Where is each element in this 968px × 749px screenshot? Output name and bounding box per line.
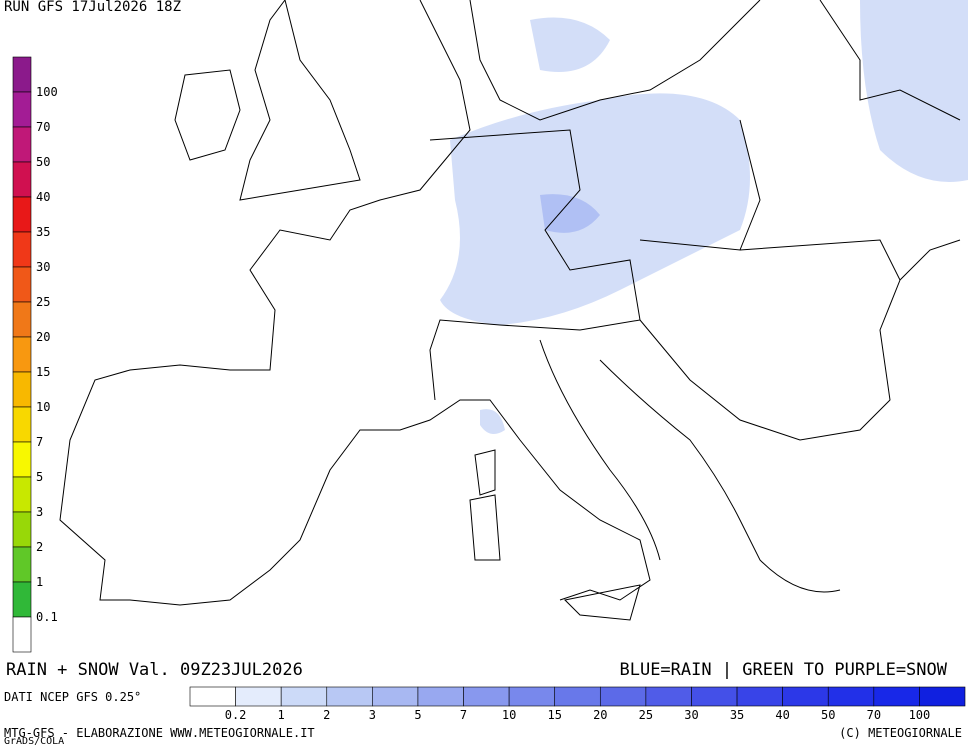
snow-label: 3	[36, 505, 43, 519]
rain-swatch	[873, 686, 920, 707]
rain-label: 10	[502, 708, 516, 722]
snow-label: 7	[36, 435, 43, 449]
rain-label: 40	[775, 708, 789, 722]
software: GrADS/COLA	[4, 736, 64, 745]
snow-label: 50	[36, 155, 50, 169]
snow-swatch	[12, 511, 32, 548]
snow-swatch	[12, 266, 32, 303]
color-key: BLUE=RAIN | GREEN TO PURPLE=SNOW	[619, 660, 947, 680]
snow-label: 15	[36, 365, 50, 379]
rain-swatch	[827, 686, 875, 707]
rain-label: 15	[547, 708, 561, 722]
rain-swatch	[417, 686, 464, 707]
snow-swatch	[12, 56, 32, 93]
rain-swatch	[189, 686, 236, 707]
snow-label: 25	[36, 295, 50, 309]
rain-label: 2	[323, 708, 330, 722]
snow-swatch	[12, 161, 32, 198]
rain-swatch	[508, 686, 556, 707]
rain-label: 7	[460, 708, 467, 722]
snow-label: 30	[36, 260, 50, 274]
snow-label: 10	[36, 400, 50, 414]
snow-label: 0.1	[36, 610, 58, 624]
snow-swatch	[12, 441, 32, 478]
snow-label: 100	[36, 85, 58, 99]
data-source: DATI NCEP GFS 0.25°	[4, 690, 141, 704]
snow-swatch	[12, 196, 32, 233]
rain-swatch	[736, 686, 783, 707]
rain-label: 1	[278, 708, 285, 722]
snow-swatch	[12, 616, 32, 653]
snow-swatch	[12, 336, 32, 373]
rain-swatch	[235, 686, 282, 707]
snow-swatch	[12, 91, 32, 128]
snow-label: 35	[36, 225, 50, 239]
rain-label: 25	[639, 708, 653, 722]
rain-label: 30	[684, 708, 698, 722]
rain-label: 100	[909, 708, 931, 722]
snow-swatch	[12, 301, 32, 338]
rain-swatch	[280, 686, 328, 707]
snow-label: 70	[36, 120, 50, 134]
rain-swatch	[463, 686, 510, 707]
rain-swatch	[691, 686, 738, 707]
credit: MTG-GFS - ELABORAZIONE WWW.METEOGIORNALE…	[4, 726, 315, 740]
rain-swatch	[599, 686, 647, 707]
rain-areas	[440, 0, 968, 434]
map-title: RAIN + SNOW Val. 09Z23JUL2026	[6, 660, 303, 680]
snow-swatch	[12, 581, 32, 618]
snow-swatch	[12, 406, 32, 443]
rain-swatch	[645, 686, 692, 707]
snow-swatch	[12, 126, 32, 163]
snow-label: 5	[36, 470, 43, 484]
snow-swatch	[12, 371, 32, 408]
rain-label: 5	[414, 708, 421, 722]
rain-swatch	[372, 686, 419, 707]
rain-label: 20	[593, 708, 607, 722]
rain-swatch	[919, 686, 966, 707]
snow-swatch	[12, 476, 32, 513]
rain-label: 0.2	[225, 708, 247, 722]
snow-label: 20	[36, 330, 50, 344]
rain-label: 3	[369, 708, 376, 722]
rain-swatch	[782, 686, 829, 707]
snow-label: 2	[36, 540, 43, 554]
rain-label: 50	[821, 708, 835, 722]
snow-label: 40	[36, 190, 50, 204]
coastlines	[59, 0, 961, 621]
snow-swatch	[12, 546, 32, 583]
rain-swatch	[326, 686, 373, 707]
run-label: RUN GFS 17Jul2026 18Z	[4, 0, 181, 15]
copyright: (C) METEOGIORNALE	[839, 726, 962, 740]
rain-label: 70	[867, 708, 881, 722]
rain-swatch	[554, 686, 601, 707]
snow-swatch	[12, 231, 32, 268]
rain-label: 35	[730, 708, 744, 722]
snow-label: 1	[36, 575, 43, 589]
